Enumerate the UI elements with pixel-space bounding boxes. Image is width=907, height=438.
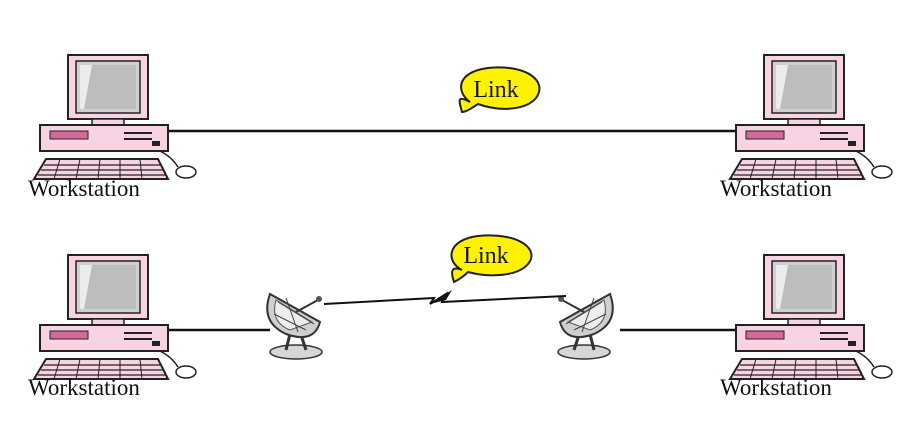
top-link-label: Link (473, 77, 518, 103)
top-link-bubble (458, 66, 541, 114)
bottom-link-label: Link (463, 243, 508, 269)
top-left-workstation-icon (33, 54, 197, 180)
top-right-workstation-label: Workstation (720, 176, 832, 201)
lightning-bolt-icon (430, 290, 452, 304)
bottom-right-workstation-icon (729, 254, 893, 380)
top-link-callout: Link (458, 66, 541, 114)
bottom-link-bubble (450, 234, 533, 284)
bottom-right-workstation-label: Workstation (720, 375, 832, 400)
bottom-left-workstation-label: Workstation (28, 375, 140, 400)
top-right-workstation-icon (729, 54, 893, 180)
left-satellite-dish-icon (265, 292, 324, 361)
bottom-link-callout: Link (450, 234, 533, 284)
right-satellite-dish-icon (556, 292, 615, 361)
bottom-left-workstation-icon (33, 254, 197, 380)
top-left-workstation-label: Workstation (28, 176, 140, 201)
